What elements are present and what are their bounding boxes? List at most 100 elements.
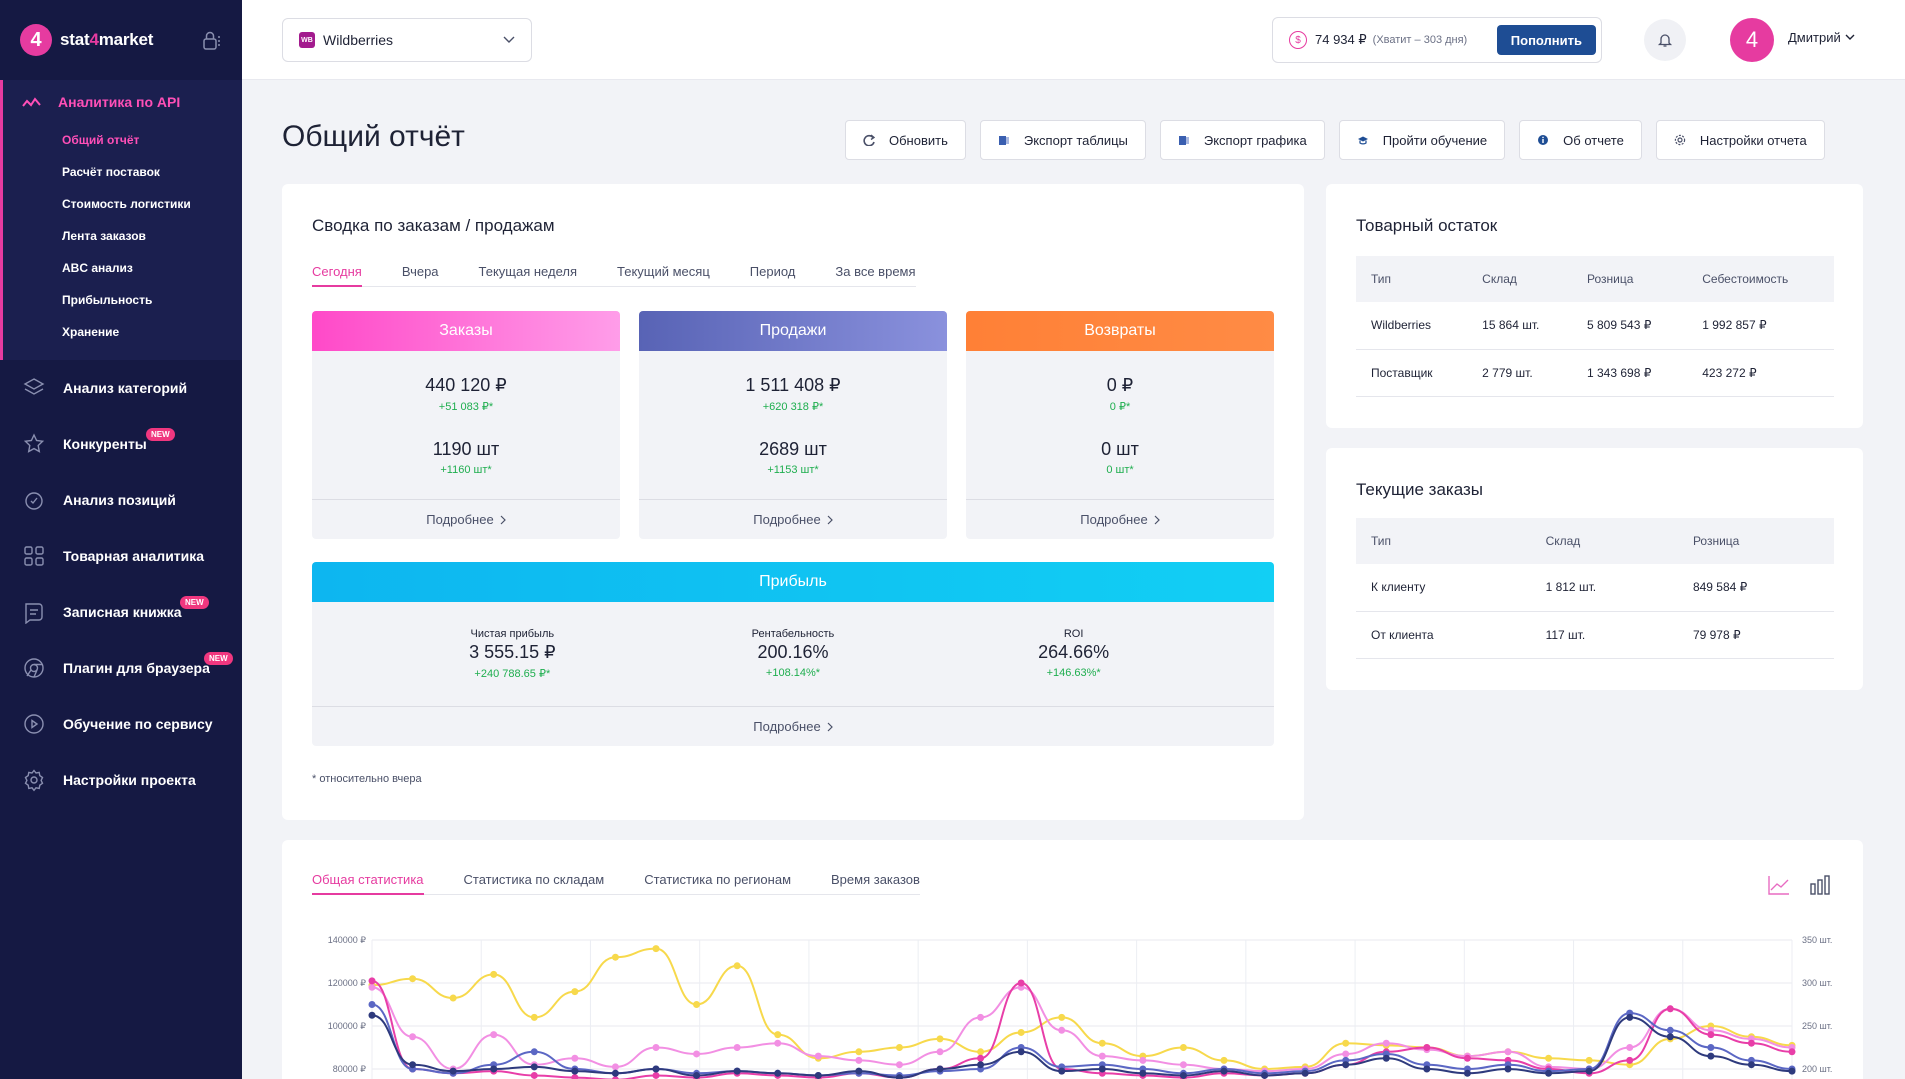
data-point[interactable] — [895, 1074, 903, 1079]
data-point[interactable] — [936, 1048, 944, 1056]
data-point[interactable] — [1139, 1056, 1147, 1064]
data-point[interactable] — [855, 1048, 863, 1056]
data-point[interactable] — [1504, 1065, 1512, 1073]
data-point[interactable] — [1342, 1039, 1350, 1047]
data-point[interactable] — [1301, 1069, 1309, 1077]
report-settings-button[interactable]: Настройки отчета — [1655, 120, 1825, 160]
data-point[interactable] — [1545, 1054, 1553, 1062]
line-chart-icon[interactable] — [1767, 874, 1791, 896]
data-point[interactable] — [1626, 1056, 1634, 1064]
data-point[interactable] — [1463, 1054, 1471, 1062]
tab[interactable]: Время заказов — [831, 872, 920, 887]
data-point[interactable] — [733, 1044, 741, 1051]
data-point[interactable] — [571, 988, 579, 996]
data-point[interactable] — [449, 1067, 457, 1075]
data-point[interactable] — [693, 1050, 701, 1058]
data-point[interactable] — [936, 1035, 944, 1043]
data-point[interactable] — [571, 1054, 579, 1062]
sub-nav-item[interactable]: Расчёт поставок — [62, 165, 160, 179]
tab[interactable]: Статистика по складам — [463, 872, 605, 887]
data-point[interactable] — [1707, 1044, 1715, 1051]
data-point[interactable] — [1707, 1031, 1715, 1039]
data-point[interactable] — [1017, 1028, 1025, 1036]
sub-nav-item[interactable]: ABC анализ — [62, 261, 133, 275]
data-point[interactable] — [490, 970, 498, 978]
sub-nav-item[interactable]: Хранение — [62, 325, 120, 339]
data-point[interactable] — [652, 1044, 660, 1051]
data-point[interactable] — [1261, 1071, 1269, 1079]
sub-nav-item[interactable]: Общий отчёт — [62, 133, 140, 147]
data-point[interactable] — [733, 962, 741, 970]
data-point[interactable] — [977, 1013, 985, 1021]
data-point[interactable] — [733, 1067, 741, 1075]
data-point[interactable] — [368, 1001, 376, 1008]
data-point[interactable] — [1179, 1061, 1187, 1069]
data-point[interactable] — [1463, 1069, 1471, 1077]
avatar[interactable]: 4 — [1730, 18, 1774, 62]
tab[interactable]: Период — [749, 264, 796, 279]
data-point[interactable] — [368, 977, 376, 985]
data-point[interactable] — [530, 1063, 538, 1071]
data-point[interactable] — [490, 1031, 498, 1039]
data-point[interactable] — [1017, 1048, 1025, 1056]
data-point[interactable] — [814, 1052, 822, 1060]
data-point[interactable] — [1504, 1048, 1512, 1056]
data-point[interactable] — [530, 1013, 538, 1021]
tab[interactable]: Статистика по регионам — [644, 872, 792, 887]
data-point[interactable] — [1788, 1067, 1796, 1075]
marketplace-select[interactable]: WB Wildberries — [282, 18, 532, 62]
refresh-button[interactable]: Обновить — [845, 120, 966, 160]
about-report-button[interactable]: Об отчете — [1519, 120, 1642, 160]
data-point[interactable] — [1585, 1067, 1593, 1075]
notifications-button[interactable] — [1644, 19, 1686, 61]
data-point[interactable] — [1220, 1067, 1228, 1075]
data-point[interactable] — [1545, 1069, 1553, 1077]
topup-button[interactable]: Пополнить — [1496, 25, 1596, 55]
data-point[interactable] — [977, 1054, 985, 1062]
nav-item[interactable]: Настройки проекта — [0, 752, 242, 808]
data-point[interactable] — [1098, 1052, 1106, 1060]
metric-more-link[interactable]: Подробнее — [312, 499, 620, 539]
tab[interactable]: Текущий месяц — [617, 264, 710, 279]
data-point[interactable] — [855, 1067, 863, 1075]
data-point[interactable] — [1342, 1050, 1350, 1058]
data-point[interactable] — [1058, 1067, 1066, 1075]
data-point[interactable] — [1058, 1026, 1066, 1034]
data-point[interactable] — [1666, 1033, 1674, 1041]
lock-icon[interactable] — [200, 29, 222, 51]
data-point[interactable] — [1382, 1054, 1390, 1062]
nav-item[interactable]: Анализ категорий — [0, 360, 242, 416]
tab[interactable]: Общая статистика — [312, 872, 424, 895]
data-point[interactable] — [1423, 1065, 1431, 1073]
data-point[interactable] — [652, 1065, 660, 1073]
data-point[interactable] — [530, 1071, 538, 1079]
user-menu[interactable]: Дмитрий — [1788, 30, 1855, 45]
tab[interactable]: Текущая неделя — [478, 264, 578, 279]
data-point[interactable] — [814, 1071, 822, 1079]
data-point[interactable] — [368, 983, 376, 991]
nav-item[interactable]: Обучение по сервису — [0, 696, 242, 752]
data-point[interactable] — [693, 1071, 701, 1079]
data-point[interactable] — [895, 1061, 903, 1069]
data-point[interactable] — [1707, 1052, 1715, 1060]
sub-nav-item[interactable]: Лента заказов — [62, 229, 146, 243]
profit-more-link[interactable]: Подробнее — [312, 706, 1274, 746]
data-point[interactable] — [490, 1065, 498, 1073]
nav-item[interactable]: Плагин для браузера NEW — [0, 640, 242, 696]
nav-item[interactable]: Записная книжка NEW — [0, 584, 242, 640]
data-point[interactable] — [571, 1067, 579, 1075]
data-point[interactable] — [409, 975, 417, 983]
data-point[interactable] — [1585, 1056, 1593, 1064]
data-point[interactable] — [571, 1074, 579, 1079]
data-point[interactable] — [652, 1071, 660, 1079]
data-point[interactable] — [1666, 1026, 1674, 1034]
data-point[interactable] — [1139, 1069, 1147, 1077]
data-point[interactable] — [611, 953, 619, 961]
data-point[interactable] — [1666, 1005, 1674, 1013]
data-point[interactable] — [1747, 1039, 1755, 1047]
metric-more-link[interactable]: Подробнее — [639, 499, 947, 539]
tab[interactable]: Вчера — [401, 264, 439, 279]
data-point[interactable] — [612, 1076, 619, 1079]
tab[interactable]: Сегодня — [312, 264, 362, 287]
data-point[interactable] — [977, 1061, 985, 1069]
